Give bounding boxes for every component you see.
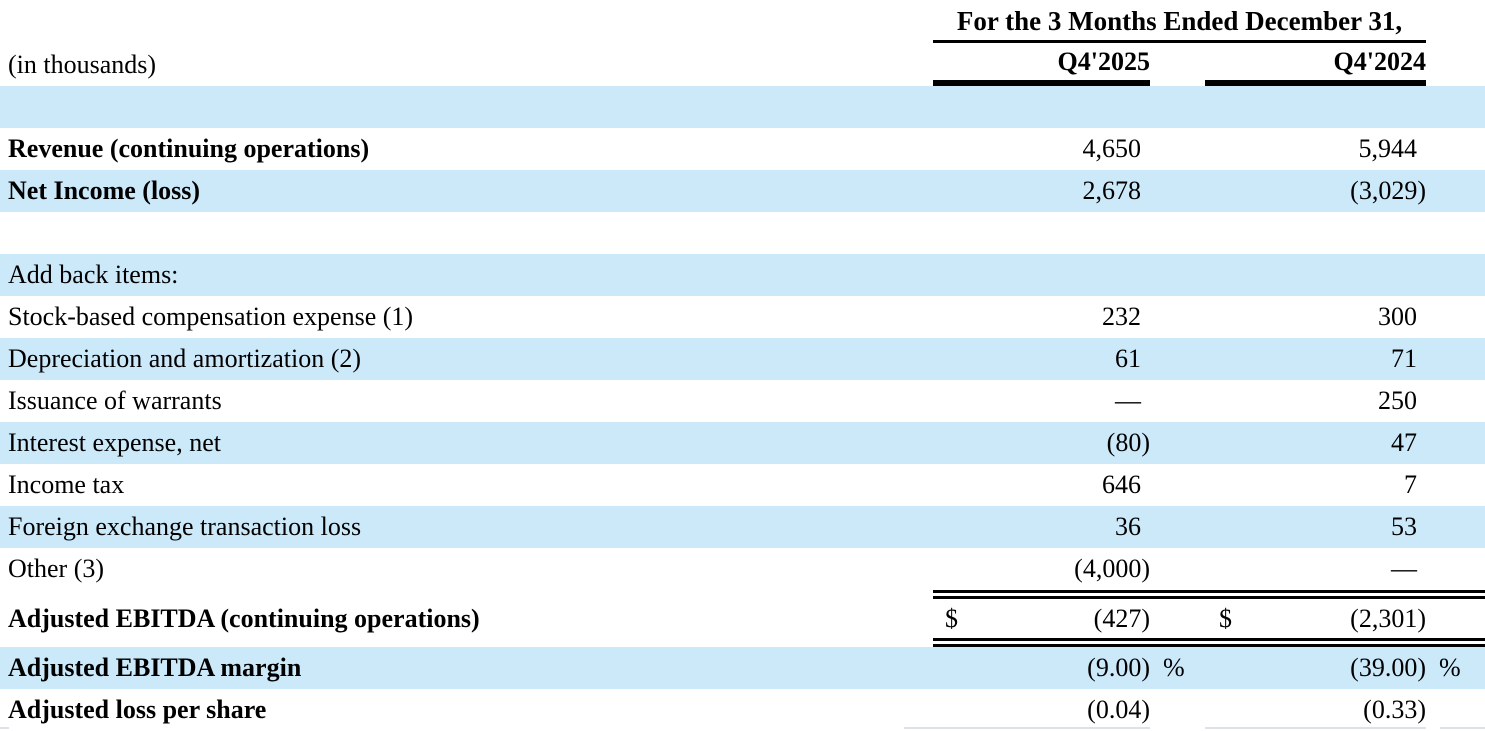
- row-label: Interest expense, net: [8, 428, 221, 457]
- bottom-gridline-segment: [1440, 727, 1485, 729]
- table-row: Revenue (continuing operations) 4,650 5,…: [0, 128, 1485, 170]
- table-row: Issuance of warrants — 250: [0, 380, 1485, 422]
- table-row: Stock-based compensation expense (1) 232…: [0, 296, 1485, 338]
- value-cell-q4-2024: 71: [1391, 344, 1417, 373]
- row-label: Adjusted EBITDA margin: [8, 653, 302, 682]
- value-cell-q4-2025: (427): [978, 590, 1150, 647]
- row-label: Revenue (continuing operations): [8, 134, 370, 163]
- value-cell-q4-2024: 53: [1391, 512, 1417, 541]
- value-cell-q4-2025: 232: [1102, 302, 1141, 331]
- table-row: Adjusted loss per share (0.04) (0.33): [0, 689, 1485, 731]
- value-cell-q4-2025: 36: [1115, 512, 1141, 541]
- table-body: Revenue (continuing operations) 4,650 5,…: [0, 86, 1485, 731]
- percent-cell-q4-2025: %: [1163, 653, 1185, 682]
- column-header-q4-2025: Q4'2025: [933, 43, 1150, 86]
- value-cell-q4-2024: (2,301): [1250, 590, 1426, 647]
- currency-cell-q4-2025: $: [933, 590, 978, 647]
- value-cell-q4-2025: 61: [1115, 344, 1141, 373]
- value-cell-q4-2025: (80): [1106, 428, 1150, 457]
- value-cell-q4-2025: —: [1115, 386, 1141, 415]
- table-row: [0, 86, 1485, 128]
- value-cell-q4-2024: 47: [1391, 428, 1417, 457]
- value-cell-q4-2024: (3,029): [1350, 176, 1426, 205]
- row-label: Income tax: [8, 470, 125, 499]
- table-row: [0, 212, 1485, 254]
- value-cell-q4-2024: (39.00): [1350, 653, 1426, 682]
- table-row: Adjusted EBITDA (continuing operations) …: [0, 590, 1485, 647]
- table-row: Other (3) (4,000) —: [0, 548, 1485, 590]
- table-row: Adjusted EBITDA margin (9.00) % (39.00) …: [0, 647, 1485, 689]
- percent-cell-q4-2024: [1426, 590, 1485, 647]
- value-cell-q4-2025: 4,650: [1082, 134, 1142, 163]
- row-label: Adjusted EBITDA (continuing operations): [8, 603, 480, 633]
- row-label: Net Income (loss): [8, 176, 201, 205]
- percent-cell-q4-2024: %: [1439, 653, 1461, 682]
- table-header-period-row: For the 3 Months Ended December 31,: [0, 0, 1485, 43]
- table-row: Depreciation and amortization (2) 61 71: [0, 338, 1485, 380]
- period-header: For the 3 Months Ended December 31,: [933, 0, 1426, 43]
- bottom-gridline-segment: [1205, 727, 1426, 729]
- value-cell-q4-2024: 300: [1378, 302, 1417, 331]
- row-label: Add back items:: [8, 260, 179, 289]
- value-cell-q4-2025: (4,000): [1074, 554, 1150, 583]
- table-row: Add back items:: [0, 254, 1485, 296]
- value-cell-q4-2025: 646: [1102, 470, 1141, 499]
- value-cell-q4-2024: —: [1391, 554, 1417, 583]
- column-header-q4-2024: Q4'2024: [1205, 43, 1426, 86]
- value-cell-q4-2025: 2,678: [1082, 176, 1142, 205]
- bottom-gridline-segment: [904, 727, 1150, 729]
- bottom-gridline-segment: [0, 727, 9, 729]
- row-label: Issuance of warrants: [8, 386, 222, 415]
- value-cell-q4-2024: 250: [1378, 386, 1417, 415]
- value-cell-q4-2024: 7: [1404, 470, 1417, 499]
- value-cell-q4-2024: 5,944: [1358, 134, 1418, 163]
- row-label: Foreign exchange transaction loss: [8, 512, 362, 541]
- table-row: Foreign exchange transaction loss 36 53: [0, 506, 1485, 548]
- row-label: Other (3): [8, 554, 105, 583]
- percent-cell-q4-2025: [1150, 590, 1205, 647]
- row-label: Depreciation and amortization (2): [8, 344, 362, 373]
- table-header-columns-row: (in thousands) Q4'2025 Q4'2024: [0, 43, 1485, 86]
- table-row: Interest expense, net (80) 47: [0, 422, 1485, 464]
- value-cell-q4-2024: (0.33): [1363, 695, 1426, 724]
- units-label: (in thousands): [8, 49, 157, 79]
- value-cell-q4-2025: (9.00): [1087, 653, 1150, 682]
- table-row: Net Income (loss) 2,678 (3,029): [0, 170, 1485, 212]
- value-cell-q4-2025: (0.04): [1087, 695, 1150, 724]
- row-label: Stock-based compensation expense (1): [8, 302, 414, 331]
- table-row: Income tax 646 7: [0, 464, 1485, 506]
- row-label: Adjusted loss per share: [8, 695, 267, 724]
- currency-cell-q4-2024: $: [1205, 590, 1250, 647]
